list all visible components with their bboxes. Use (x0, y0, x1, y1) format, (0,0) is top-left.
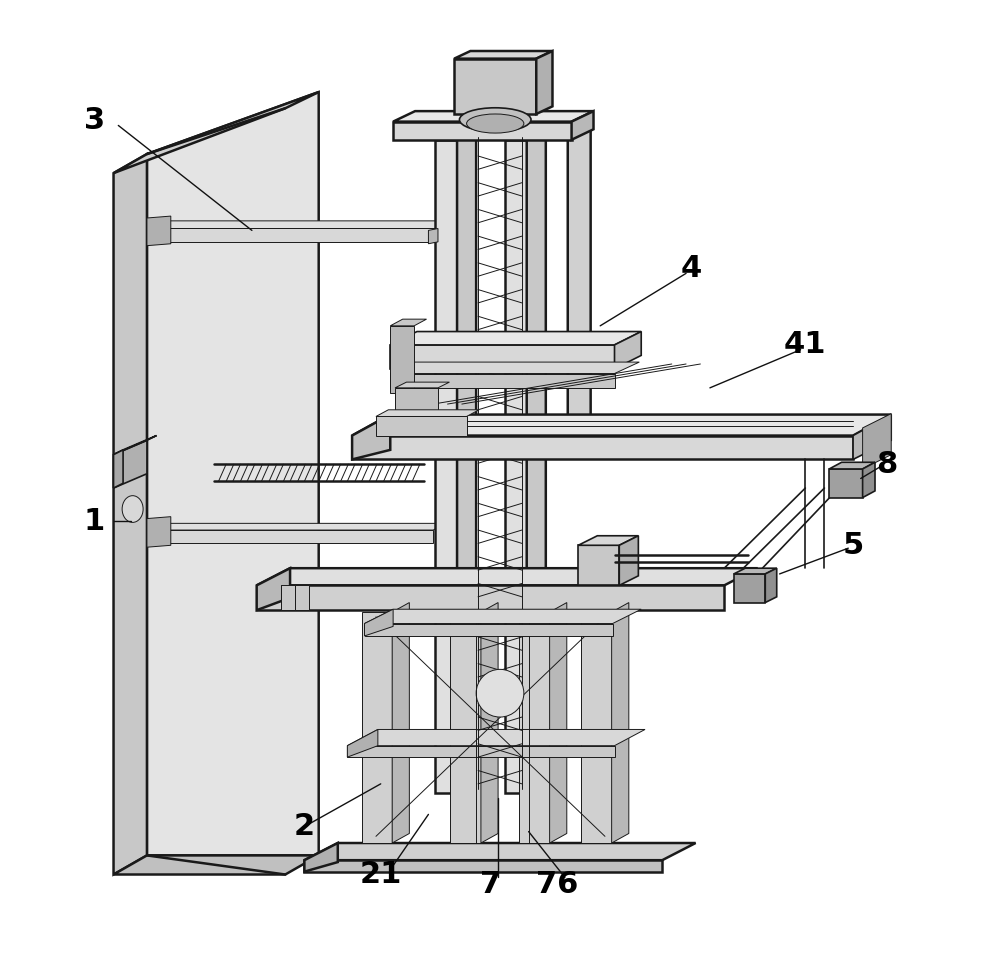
Polygon shape (347, 729, 645, 746)
Polygon shape (393, 111, 594, 122)
Polygon shape (392, 603, 409, 843)
Polygon shape (147, 530, 433, 544)
Polygon shape (376, 416, 467, 435)
Polygon shape (304, 843, 338, 872)
Polygon shape (352, 435, 853, 459)
Polygon shape (863, 462, 875, 498)
Polygon shape (457, 133, 476, 793)
Polygon shape (147, 221, 450, 229)
Polygon shape (365, 610, 393, 636)
Polygon shape (390, 373, 615, 388)
Polygon shape (395, 388, 438, 416)
Text: 5: 5 (842, 531, 864, 560)
Text: 8: 8 (876, 450, 897, 478)
Polygon shape (527, 133, 546, 793)
Circle shape (476, 669, 524, 717)
Polygon shape (390, 319, 427, 325)
Polygon shape (114, 435, 156, 455)
Polygon shape (257, 568, 290, 611)
Polygon shape (581, 612, 612, 843)
Ellipse shape (122, 496, 143, 523)
Polygon shape (578, 545, 619, 586)
Polygon shape (114, 92, 319, 173)
Polygon shape (376, 410, 479, 416)
Text: 3: 3 (84, 106, 105, 135)
Polygon shape (612, 603, 629, 843)
Polygon shape (147, 92, 319, 856)
Polygon shape (114, 450, 123, 488)
Text: 7: 7 (480, 870, 501, 899)
Polygon shape (615, 331, 641, 368)
Polygon shape (568, 116, 591, 431)
Polygon shape (393, 122, 572, 140)
Polygon shape (362, 612, 392, 843)
Polygon shape (536, 51, 552, 114)
Polygon shape (114, 154, 147, 875)
Polygon shape (734, 568, 777, 574)
Text: 1: 1 (84, 507, 105, 536)
Text: 2: 2 (294, 812, 315, 841)
Polygon shape (257, 586, 724, 611)
Ellipse shape (459, 108, 531, 132)
Polygon shape (295, 586, 309, 611)
Polygon shape (428, 229, 438, 244)
Polygon shape (281, 586, 295, 611)
Polygon shape (147, 517, 171, 547)
Polygon shape (829, 469, 863, 498)
Polygon shape (863, 413, 891, 469)
Polygon shape (390, 331, 641, 345)
Polygon shape (395, 382, 449, 388)
Polygon shape (765, 568, 777, 603)
Polygon shape (352, 414, 891, 435)
Polygon shape (450, 612, 481, 843)
Polygon shape (390, 345, 615, 368)
Polygon shape (578, 536, 638, 545)
Polygon shape (114, 440, 147, 488)
Text: 4: 4 (680, 254, 701, 283)
Polygon shape (390, 362, 639, 373)
Polygon shape (147, 216, 171, 246)
Polygon shape (734, 574, 765, 603)
Polygon shape (505, 140, 527, 793)
Polygon shape (435, 140, 457, 793)
Polygon shape (454, 58, 536, 114)
Polygon shape (304, 843, 696, 860)
Polygon shape (619, 536, 638, 586)
Polygon shape (352, 414, 390, 459)
Polygon shape (257, 568, 758, 586)
Polygon shape (481, 603, 498, 843)
Polygon shape (572, 111, 594, 140)
Text: 21: 21 (360, 860, 402, 889)
Polygon shape (454, 51, 552, 58)
Text: 41: 41 (784, 330, 827, 360)
Polygon shape (365, 624, 613, 636)
Polygon shape (347, 746, 615, 757)
Polygon shape (147, 523, 446, 530)
Polygon shape (347, 729, 378, 757)
Polygon shape (519, 612, 550, 843)
Polygon shape (114, 856, 319, 875)
Text: 76: 76 (536, 870, 578, 899)
Polygon shape (365, 610, 641, 624)
Ellipse shape (467, 114, 524, 133)
Polygon shape (853, 414, 891, 459)
Polygon shape (147, 229, 438, 242)
Polygon shape (829, 462, 875, 469)
Polygon shape (550, 603, 567, 843)
Polygon shape (304, 860, 662, 872)
Polygon shape (390, 325, 414, 392)
